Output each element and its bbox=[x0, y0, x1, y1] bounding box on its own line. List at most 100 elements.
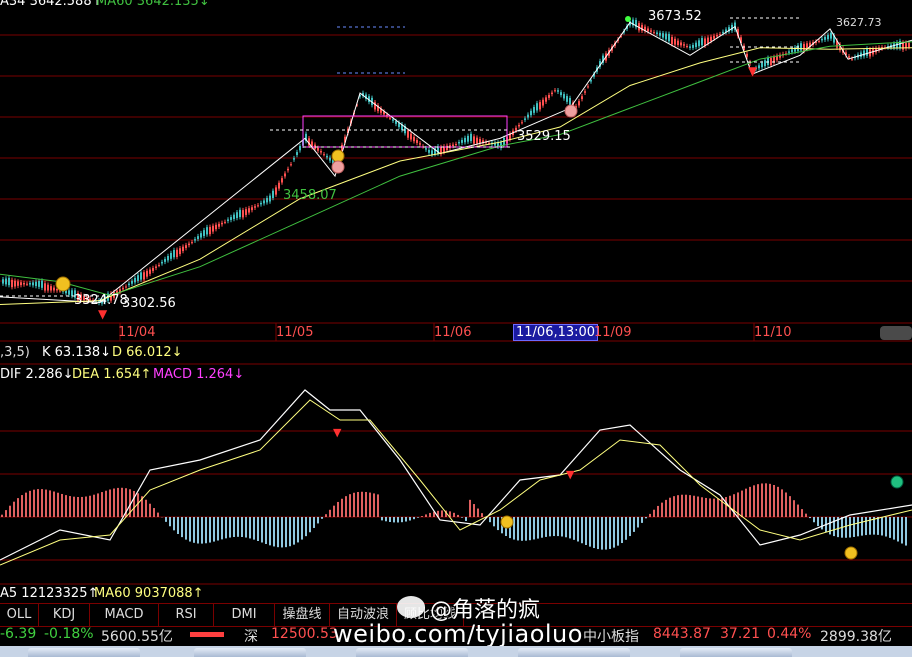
candle-body bbox=[668, 33, 670, 42]
candle-body bbox=[776, 55, 778, 61]
candle-body bbox=[716, 34, 718, 37]
candle-body bbox=[326, 155, 328, 158]
candle-body bbox=[317, 147, 319, 151]
taskbar-button[interactable] bbox=[680, 648, 792, 657]
weibo-watermark-handle: @角落的疯 bbox=[430, 598, 541, 623]
candle-body bbox=[407, 130, 409, 138]
candle-body bbox=[515, 127, 517, 131]
candle-body bbox=[821, 38, 823, 41]
candle-body bbox=[833, 35, 835, 43]
candle-body bbox=[155, 266, 157, 268]
tab-rsi[interactable]: RSI bbox=[159, 604, 214, 626]
candle-body bbox=[902, 42, 904, 50]
candle-body bbox=[665, 33, 667, 40]
candle-body bbox=[260, 202, 262, 205]
tab-caopanxian[interactable]: 操盘线 bbox=[275, 604, 330, 626]
candle-body bbox=[875, 48, 877, 53]
candle-body bbox=[98, 300, 100, 304]
ma-green-line bbox=[0, 41, 912, 296]
candle-body bbox=[320, 151, 322, 153]
price-label-green: 3458.07 bbox=[283, 188, 337, 203]
candle-body bbox=[464, 137, 466, 143]
candle-body bbox=[185, 245, 187, 249]
candle-body bbox=[191, 242, 193, 244]
candle-body bbox=[866, 48, 868, 56]
candle-body bbox=[770, 57, 772, 66]
tab-dmi[interactable]: DMI bbox=[214, 604, 275, 626]
candle-body bbox=[590, 80, 592, 82]
price-label-low-left: 3324.78 bbox=[74, 293, 128, 308]
candle-body bbox=[179, 248, 181, 255]
candle-body bbox=[44, 283, 46, 291]
candle-body bbox=[557, 90, 559, 92]
candle-body bbox=[674, 38, 676, 45]
candle-body bbox=[794, 47, 796, 52]
taskbar-button[interactable] bbox=[194, 648, 306, 657]
tab-boll[interactable]: OLL bbox=[0, 604, 39, 626]
tab-auto-wave[interactable]: 自动波浪 bbox=[330, 604, 397, 626]
horizontal-scrollbar[interactable] bbox=[880, 326, 912, 340]
candle-body bbox=[344, 136, 346, 143]
candle-body bbox=[122, 287, 124, 290]
index-change-pct: -0.18% bbox=[44, 626, 94, 642]
candle-body bbox=[659, 32, 661, 36]
candle-body bbox=[125, 286, 127, 288]
candle-body bbox=[176, 249, 178, 258]
candle-body bbox=[161, 261, 163, 264]
taskbar-button[interactable] bbox=[518, 648, 630, 657]
macd-dea-line bbox=[0, 399, 912, 566]
candle-body bbox=[68, 290, 70, 295]
candle-body bbox=[23, 282, 25, 285]
candle-body bbox=[89, 298, 91, 301]
candle-body bbox=[170, 253, 172, 259]
candle-body bbox=[809, 42, 811, 48]
candle-body bbox=[329, 157, 331, 161]
candle-body bbox=[296, 152, 298, 155]
candle-body bbox=[671, 37, 673, 45]
zxb-amount: 2899.38亿 bbox=[820, 629, 892, 645]
taskbar-button[interactable] bbox=[28, 648, 140, 657]
candle-body bbox=[149, 269, 151, 274]
x-tick-1110: 11/10 bbox=[754, 325, 792, 340]
candle-body bbox=[878, 47, 880, 51]
candle-body bbox=[308, 138, 310, 146]
candle-body bbox=[56, 288, 58, 291]
candle-body bbox=[305, 133, 307, 142]
kdj-params: ,3,5) bbox=[0, 345, 30, 360]
candle-body bbox=[650, 30, 652, 32]
candle-body bbox=[899, 40, 901, 49]
candle-body bbox=[743, 45, 745, 50]
candle-body bbox=[779, 54, 781, 58]
market-status-bar: -6.39 -0.18% 5600.55亿 深 12500.53 中小板指 84… bbox=[0, 625, 912, 645]
candle-body bbox=[602, 55, 604, 63]
tab-macd[interactable]: MACD bbox=[90, 604, 159, 626]
candle-body bbox=[815, 41, 817, 43]
candle-body bbox=[239, 209, 241, 218]
candle-body bbox=[443, 146, 445, 153]
candle-body bbox=[230, 217, 232, 220]
buy-signal-icon bbox=[844, 546, 858, 560]
candle-body bbox=[242, 210, 244, 218]
candle-body bbox=[74, 290, 76, 298]
candle-body bbox=[263, 200, 265, 204]
candle-body bbox=[863, 50, 865, 57]
tab-kdj[interactable]: KDJ bbox=[39, 604, 90, 626]
candle-body bbox=[47, 284, 49, 291]
candle-body bbox=[695, 42, 697, 48]
zxb-pct: 0.44% bbox=[767, 626, 812, 642]
candle-body bbox=[80, 294, 82, 301]
candle-body bbox=[413, 136, 415, 142]
candle-body bbox=[887, 46, 889, 48]
candle-body bbox=[119, 289, 121, 293]
candle-body bbox=[53, 287, 55, 291]
candle-body bbox=[722, 31, 724, 34]
candle-body bbox=[104, 296, 106, 303]
candle-body bbox=[587, 86, 589, 88]
candle-body bbox=[773, 56, 775, 63]
candle-body bbox=[38, 281, 40, 287]
shen-value: 12500.53 bbox=[271, 626, 338, 642]
candle-body bbox=[698, 40, 700, 47]
indicator-lines bbox=[0, 21, 912, 305]
taskbar-button[interactable] bbox=[356, 648, 468, 657]
